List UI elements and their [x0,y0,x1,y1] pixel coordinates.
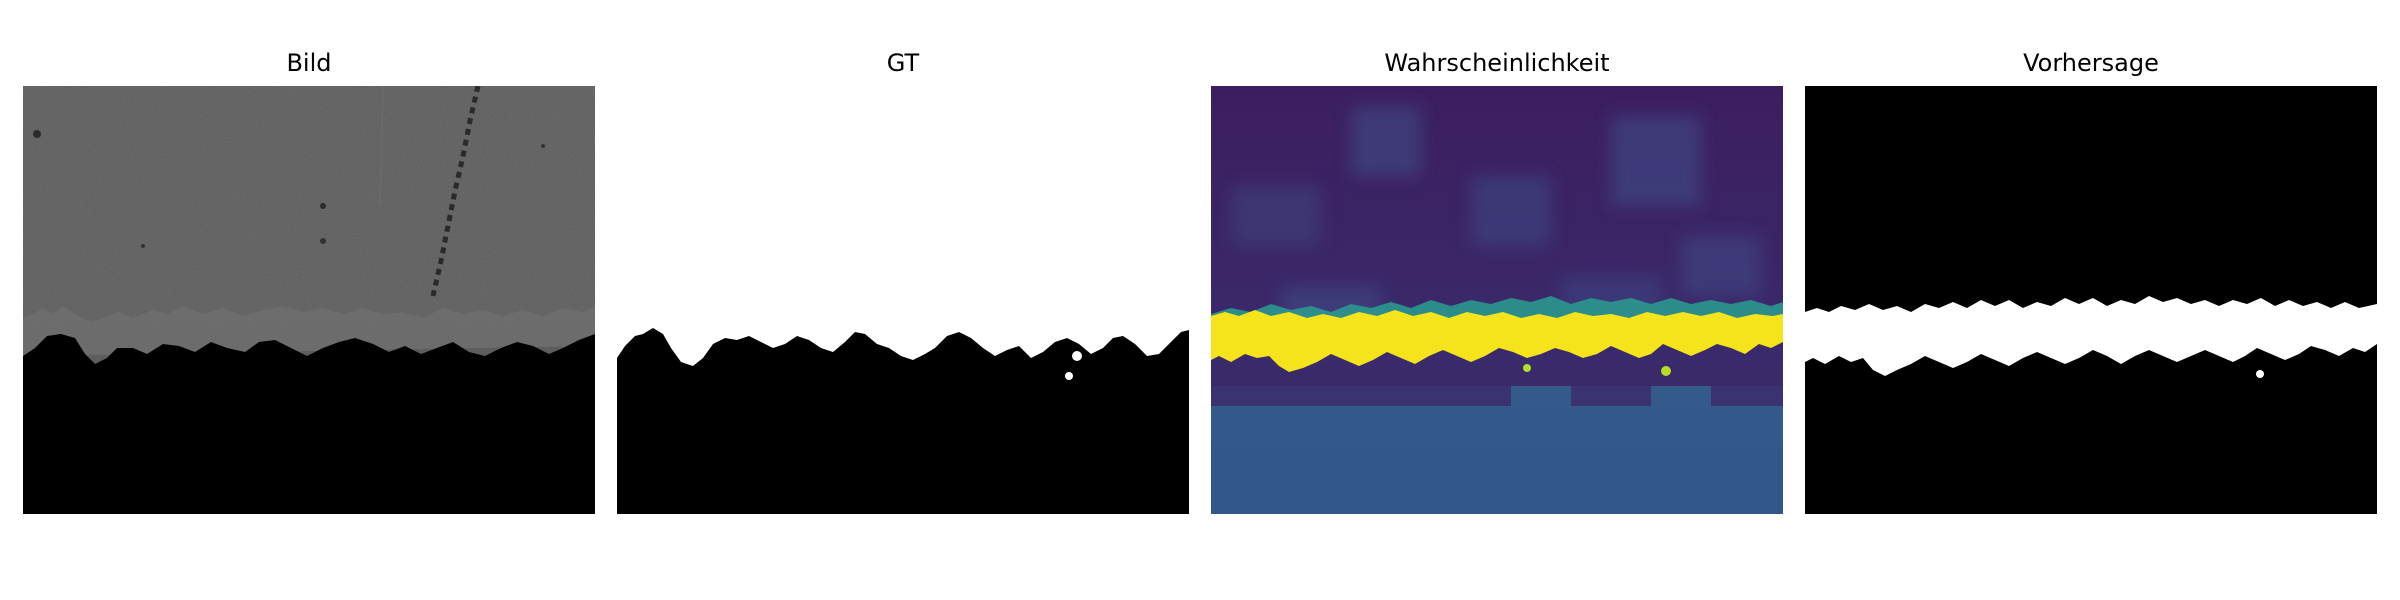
panel-title-probability: Wahrscheinlichkeit [1384,49,1610,77]
panel-gt: GT [617,0,1189,600]
panel-prediction: Vorhersage [1805,0,2377,600]
probability-high-band [1211,310,1783,372]
prediction-mask [1805,86,2377,514]
panel-image: Bild [23,0,595,600]
ground-truth-mask [617,86,1189,514]
probability-substrate-region [1211,386,1783,514]
panel-probability: Wahrscheinlichkeit [1211,0,1783,600]
probability-heatmap [1211,86,1783,514]
panel-title-image: Bild [286,49,332,77]
micrograph-image [23,86,595,514]
panel-title-prediction: Vorhersage [2023,49,2159,77]
gt-mask-background [617,328,1189,514]
panel-title-gt: GT [886,49,920,77]
micrograph-substrate [23,334,595,514]
prediction-mask-foreground [1805,296,2377,376]
